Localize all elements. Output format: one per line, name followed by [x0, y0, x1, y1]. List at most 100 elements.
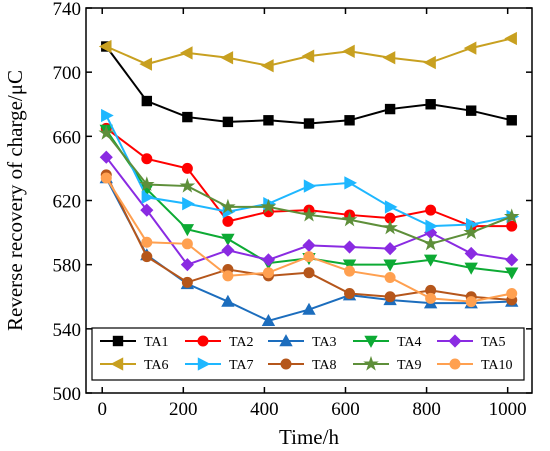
- data-point-ta7: [303, 179, 317, 193]
- data-point-ta10: [506, 288, 518, 300]
- legend-marker: [279, 334, 293, 347]
- legend-label: TA7: [229, 358, 254, 373]
- legend-marker: [364, 335, 378, 348]
- legend-item-ta6: TA6: [100, 357, 169, 373]
- data-point-ta7: [384, 200, 398, 214]
- legend-label: TA1: [144, 335, 169, 350]
- data-point-ta2: [506, 220, 518, 232]
- data-point-ta6: [342, 44, 355, 58]
- data-point-ta9: [382, 219, 398, 235]
- data-point-ta5: [221, 243, 235, 257]
- y-tick-label: 700: [53, 63, 82, 84]
- data-point-ta7: [141, 190, 155, 204]
- legend-marker: [197, 357, 211, 371]
- data-point-ta10: [303, 251, 315, 263]
- series-group: [98, 31, 520, 327]
- y-tick-label: 740: [53, 0, 82, 20]
- data-point-ta8: [303, 267, 315, 279]
- series-ta9: [98, 124, 520, 251]
- legend-marker: [449, 358, 461, 370]
- legend-item-ta7: TA7: [185, 357, 254, 373]
- data-point-ta6: [301, 49, 315, 63]
- data-point-ta6: [98, 39, 112, 54]
- data-point-ta9: [301, 206, 317, 222]
- data-point-ta4: [383, 259, 397, 272]
- data-point-ta6: [463, 41, 477, 55]
- data-point-ta4: [464, 262, 478, 275]
- data-point-ta10: [384, 271, 396, 283]
- data-point-ta9: [463, 224, 479, 240]
- data-point-ta8: [181, 276, 193, 288]
- data-point-ta9: [220, 198, 236, 214]
- data-point-ta5: [261, 253, 276, 267]
- data-point-ta2: [222, 215, 234, 227]
- data-point-ta8: [344, 288, 356, 300]
- data-point-ta1: [465, 105, 477, 116]
- legend-marker: [110, 357, 124, 371]
- data-point-ta6: [220, 51, 234, 65]
- legend-label: TA10: [481, 358, 513, 373]
- legend-marker: [112, 335, 124, 347]
- data-point-ta8: [141, 251, 153, 263]
- legend-item-ta5: TA5: [437, 334, 506, 350]
- legend-marker: [448, 334, 462, 348]
- data-point-ta5: [342, 240, 357, 254]
- data-point-ta9: [341, 211, 358, 227]
- legend-box: [91, 327, 525, 381]
- data-point-ta9: [139, 176, 155, 192]
- data-point-ta4: [221, 233, 235, 246]
- legend-label: TA8: [312, 358, 337, 373]
- legend-item-ta4: TA4: [353, 335, 422, 350]
- legend-marker: [197, 335, 209, 347]
- series-line-ta6: [105, 37, 512, 67]
- data-point-ta6: [382, 51, 396, 65]
- data-point-ta5: [180, 258, 194, 272]
- x-tick-label: 200: [169, 399, 198, 420]
- y-tick-label: 540: [53, 320, 82, 341]
- data-point-ta10: [222, 270, 234, 282]
- data-point-ta6: [504, 31, 517, 46]
- legend: TA1 TA2 TA3 TA4 TA5 TA6 TA7 TA8 TA9 TA10: [91, 327, 525, 381]
- data-point-ta7: [182, 197, 195, 211]
- legend-item-ta2: TA2: [185, 335, 254, 350]
- data-point-ta5: [99, 150, 113, 164]
- x-axis-label: Time/h: [279, 425, 339, 449]
- data-point-ta3: [221, 294, 235, 307]
- series-ta6: [98, 31, 517, 73]
- data-point-ta2: [141, 153, 153, 165]
- y-tick-label: 660: [53, 127, 82, 148]
- data-point-ta4: [505, 267, 519, 280]
- data-point-ta10: [141, 236, 153, 248]
- legend-item-ta1: TA1: [100, 335, 169, 350]
- data-point-ta1: [384, 103, 396, 115]
- data-point-ta1: [182, 111, 193, 123]
- data-point-ta10: [344, 265, 356, 277]
- legend-label: TA6: [144, 358, 169, 373]
- data-point-ta4: [180, 224, 195, 237]
- data-point-ta5: [140, 203, 154, 217]
- data-point-ta6: [260, 59, 274, 73]
- data-point-ta5: [383, 242, 397, 256]
- data-point-ta5: [505, 253, 519, 267]
- data-point-ta7: [425, 219, 439, 233]
- series-ta10: [100, 172, 518, 308]
- y-tick-label: 580: [53, 256, 82, 277]
- data-point-ta9: [503, 208, 520, 224]
- y-tick-label: 620: [53, 192, 82, 213]
- data-point-ta3: [302, 302, 316, 315]
- data-point-ta1: [506, 115, 517, 126]
- legend-item-ta10: TA10: [437, 358, 513, 373]
- legend-item-ta8: TA8: [268, 358, 337, 373]
- data-point-ta10: [425, 292, 437, 304]
- data-point-ta10: [181, 238, 193, 250]
- data-point-ta6: [139, 57, 153, 71]
- y-axis-label: Reverse recovery of charge/μC: [3, 70, 27, 331]
- legend-marker: [363, 355, 379, 371]
- x-tick-label: 400: [250, 399, 279, 420]
- legend-label: TA4: [397, 335, 422, 350]
- data-point-ta4: [342, 259, 357, 272]
- data-point-ta9: [179, 177, 196, 193]
- data-point-ta6: [423, 55, 436, 70]
- data-point-ta7: [344, 176, 358, 190]
- data-point-ta1: [222, 116, 234, 128]
